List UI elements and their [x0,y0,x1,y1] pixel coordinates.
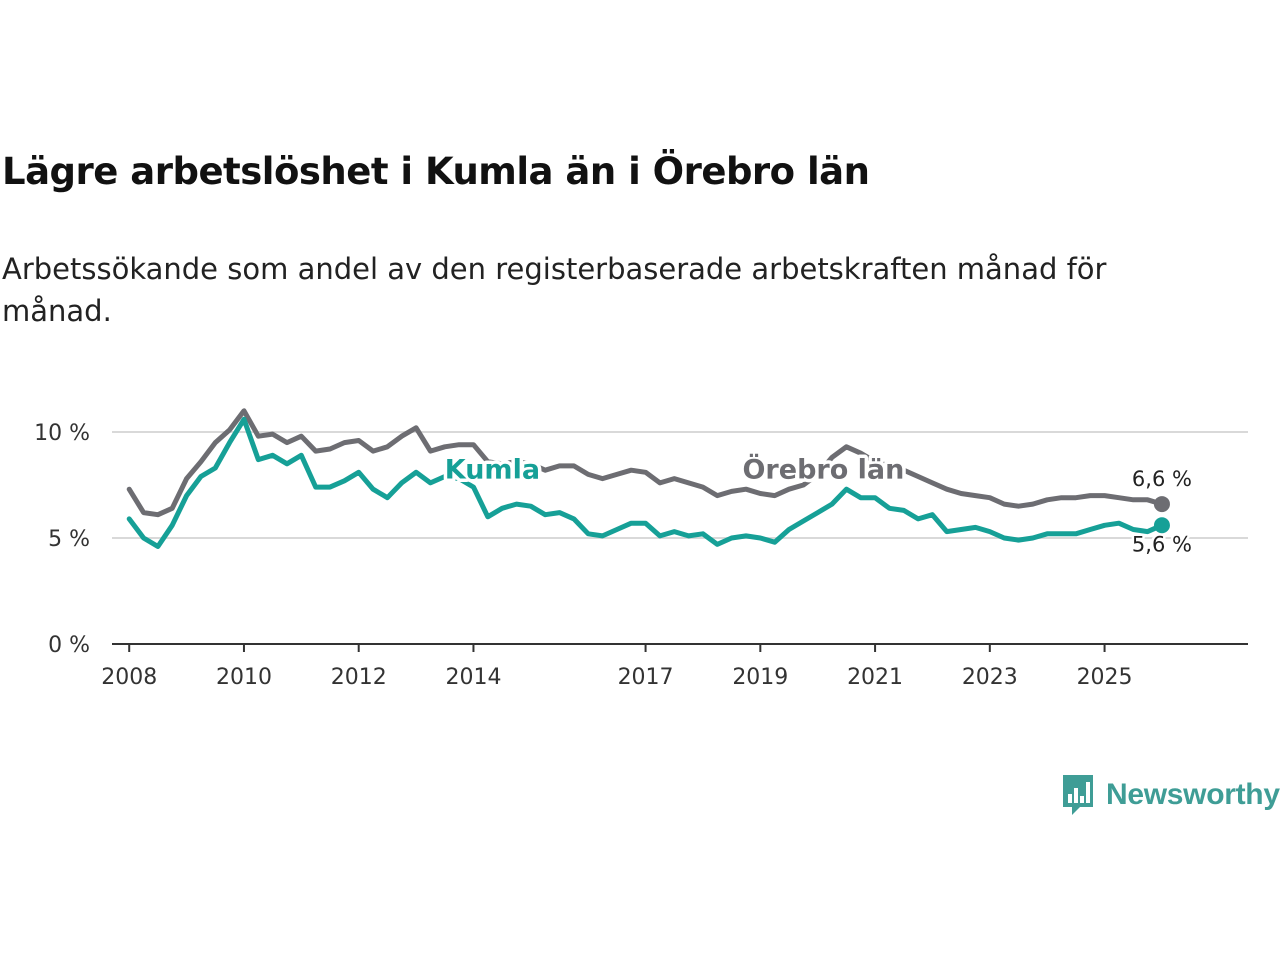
end-marker-orebro-lan [1153,496,1170,513]
x-tick-label: 2023 [962,665,1018,690]
end-label-kumla: 5,6 % [1132,532,1192,556]
x-tick-label: 2010 [216,665,272,690]
gridlines [112,431,1248,539]
y-tick-label: 5 % [48,527,90,552]
newsworthy-logo: Newsworthy [1060,772,1280,818]
x-tick-label: 2021 [847,665,903,690]
series-lines [126,408,1165,549]
series-labels: Örebro län Kumla [441,449,908,489]
x-tick-label: 2025 [1077,665,1133,690]
end-markers: 6,6 % 5,6 % [1129,465,1194,559]
y-tick-label: 10 % [34,421,90,446]
series-line-kumla [126,416,1165,549]
series-label-kumla: Kumla [445,455,540,486]
x-tick-label: 2014 [445,665,501,690]
x-tick-label: 2008 [101,665,157,690]
y-tick-label: 0 % [48,633,90,658]
brand-name: Newsworthy [1106,778,1280,811]
x-tick-label: 2017 [618,665,674,690]
y-axis-tick-labels: 0 % 5 % 10 % [34,421,90,658]
x-axis-ticks: 2008 2010 2012 2014 2017 2019 2021 2023 2025 [101,644,1133,690]
x-tick-label: 2012 [331,665,387,690]
series-label-orebro-lan: Örebro län [742,453,904,486]
chart-subtitle: Arbetssökande som andel av den registerb… [2,252,1107,328]
end-label-orebro-lan: 6,6 % [1132,467,1192,491]
end-marker-kumla [1153,517,1170,534]
x-tick-label: 2019 [732,665,788,690]
chart-title: Lägre arbetslöshet i Kumla än i Örebro l… [2,150,870,193]
newsworthy-chart-icon [1063,775,1093,815]
series-line-orebro-lan [126,408,1165,518]
